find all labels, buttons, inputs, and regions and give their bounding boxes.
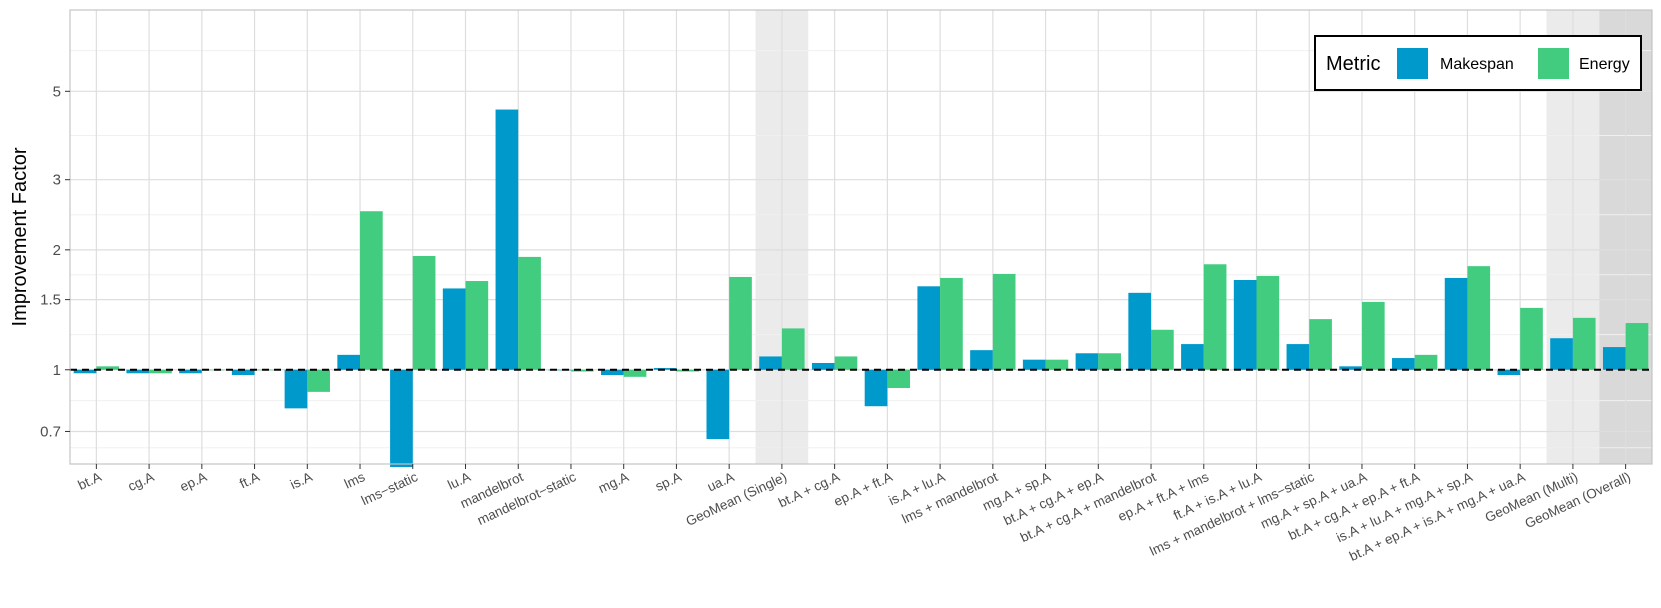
bar-makespan-27 [1497,369,1521,376]
legend-key-makespan [1397,48,1428,79]
y-axis-label: Improvement Factor [9,147,31,326]
x-tick-label: cg.A [126,469,157,494]
y-axis-ticks: 0.7 1 1.5 2 3 5 [40,83,70,440]
bar-energy-26 [1467,266,1491,370]
bar-energy-22 [1256,275,1280,370]
bar-energy-0 [96,366,120,370]
bar-makespan-23 [1286,344,1310,370]
legend-box [1314,35,1642,91]
bar-energy-18 [1045,359,1069,370]
bar-energy-1 [149,369,172,374]
bar-makespan-2 [179,369,202,374]
bar-makespan-9 [548,369,571,371]
bar-makespan-21 [1181,344,1204,370]
bar-makespan-11 [653,368,677,370]
bar-makespan-10 [601,369,624,376]
y-tick-label: 0.7 [40,423,61,440]
legend-label-energy: Energy [1579,56,1630,73]
plot-panel-border [69,9,1653,465]
x-tick-label: mg.A [596,469,631,496]
x-tick-label: ep.A + ft.A [831,469,894,509]
x-tick-label: lms−static [359,469,420,508]
bar-energy-9 [570,369,594,372]
legend-label-makespan: Makespan [1440,56,1514,73]
bar-makespan-19 [1075,353,1099,370]
bar-energy-12 [729,276,752,370]
bar-energy-4 [307,369,330,392]
bar-makespan-26 [1444,277,1468,370]
bar-makespan-12 [706,369,730,440]
bar-energy-2 [201,369,225,371]
bar-energy-20 [1151,329,1174,370]
y-tick-label: 1 [53,362,61,379]
y-tick-label: 5 [53,83,61,100]
bar-makespan-7 [442,288,466,370]
bar-makespan-29 [1602,347,1626,370]
bar-energy-25 [1414,354,1438,370]
legend-key-energy [1538,48,1569,79]
bar-energy-27 [1520,307,1543,370]
legend: Metric Makespan Energy [1314,35,1642,91]
bar-makespan-14 [811,362,835,370]
x-tick-label: lms [342,469,368,492]
bar-makespan-15 [864,369,888,407]
bar-energy-15 [887,369,911,388]
x-tick-label: ep.A [178,469,210,494]
bar-makespan-3 [231,369,255,376]
bar-makespan-4 [284,369,308,409]
bar-makespan-17 [970,350,993,370]
bar-makespan-22 [1233,280,1257,370]
bar-makespan-20 [1128,292,1152,370]
bar-makespan-1 [126,369,150,374]
bar-energy-24 [1361,301,1385,370]
x-tick-label: lu.A [445,469,472,492]
bar-makespan-18 [1022,359,1046,370]
bar-energy-29 [1625,323,1649,370]
bar-makespan-28 [1550,338,1573,370]
bar-makespan-6 [390,369,413,468]
bar-makespan-13 [759,356,782,370]
y-tick-label: 1.5 [40,292,61,309]
bar-energy-16 [940,277,963,370]
bar-energy-19 [1098,353,1121,370]
bar-energy-13 [781,328,805,370]
bar-energy-23 [1309,319,1332,370]
bar-energy-28 [1572,317,1596,370]
x-tick-label: ua.A [705,469,737,494]
y-tick-label: 2 [53,242,61,259]
x-tick-label: GeoMean (Single) [684,469,790,529]
x-tick-label: is.A [288,469,315,492]
bar-energy-6 [412,256,436,370]
bar-energy-14 [834,356,858,370]
x-tick-label: ft.A [237,469,262,491]
bar-energy-8 [518,256,541,370]
bar-makespan-8 [495,109,519,370]
bar-energy-10 [623,369,647,377]
bar-makespan-24 [1339,366,1362,370]
bar-energy-17 [992,273,1016,370]
bars-layer [73,109,1649,468]
bar-makespan-25 [1392,358,1415,370]
x-tick-label: sp.A [653,469,684,494]
bar-energy-21 [1203,264,1227,370]
x-tick-label: bt.A + cg.A [776,469,842,510]
legend-title: Metric [1326,53,1380,75]
bar-energy-5 [360,211,383,370]
x-tick-label: bt.A [76,469,104,493]
y-tick-label: 3 [53,172,61,189]
bar-makespan-5 [337,354,361,370]
bar-energy-7 [465,281,489,370]
bar-makespan-0 [73,369,97,374]
bar-makespan-16 [917,286,941,370]
